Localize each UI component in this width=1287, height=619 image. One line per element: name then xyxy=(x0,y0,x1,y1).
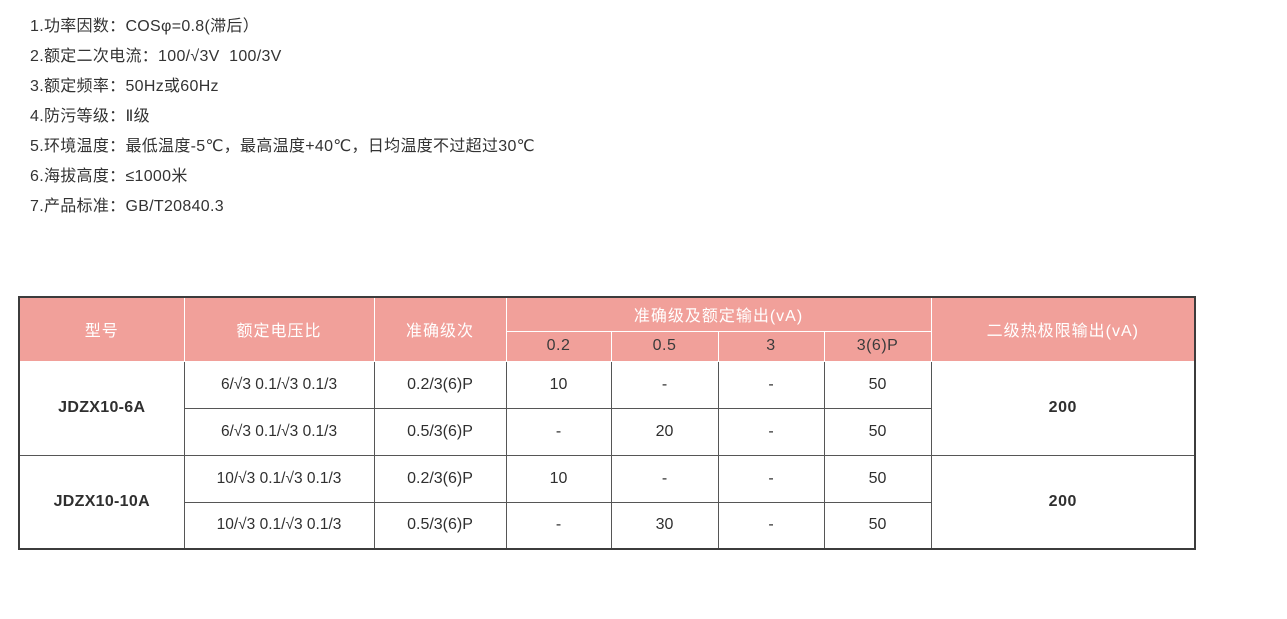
ratio-cell: 6/√3 0.1/√3 0.1/3 xyxy=(183,360,375,409)
output-3-cell: - xyxy=(717,501,825,550)
col-header-voltage-ratio: 额定电压比 xyxy=(183,296,375,362)
output-3-cell: - xyxy=(717,360,825,409)
spec-list: 1.功率因数：COSφ=0.8(滞后） 2.额定二次电流：100/√3V 100… xyxy=(0,0,1287,222)
spec-item-power-factor: 1.功率因数：COSφ=0.8(滞后） xyxy=(30,18,260,35)
accuracy-class-cell: 0.5/3(6)P xyxy=(373,501,507,550)
output-3-6-p-cell: 50 xyxy=(823,360,932,409)
ratings-table: 型号 额定电压比 准确级次 准确级及额定输出(vA) 二级热极限输出(vA) 0… xyxy=(18,296,1197,550)
accuracy-class-cell: 0.5/3(6)P xyxy=(373,407,507,456)
spec-item-secondary-current: 2.额定二次电流：100/√3V 100/3V xyxy=(30,48,282,65)
model-cell: JDZX10-6A xyxy=(18,360,185,456)
ratio-cell: 10/√3 0.1/√3 0.1/3 xyxy=(183,454,375,503)
output-0-2-cell: - xyxy=(505,407,612,456)
table-row: JDZX10-10A 10/√3 0.1/√3 0.1/3 0.2/3(6)P … xyxy=(18,454,1196,550)
output-3-6-p-cell: 50 xyxy=(823,454,932,503)
subcol-header-3-6-p: 3(6)P xyxy=(823,330,932,362)
spec-item-product-standard: 7.产品标准：GB/T20840.3 xyxy=(30,198,224,215)
thermal-limit-cell: 200 xyxy=(930,454,1196,550)
table-header-row-main: 型号 额定电压比 准确级次 准确级及额定输出(vA) 二级热极限输出(vA) xyxy=(18,296,1196,362)
ratio-cell: 10/√3 0.1/√3 0.1/3 xyxy=(183,501,375,550)
output-3-6-p-cell: 50 xyxy=(823,407,932,456)
table-row: 6/√3 0.1/√3 0.1/3 0.5/3(6)P - 20 - 50 xyxy=(19,407,1195,456)
accuracy-class-cell: 0.2/3(6)P xyxy=(373,454,507,503)
spec-item-rated-frequency: 3.额定频率：50Hz或60Hz xyxy=(30,78,219,95)
output-3-6-p-cell: 50 xyxy=(823,501,932,550)
spec-item-pollution-class: 4.防污等级：Ⅱ级 xyxy=(30,108,150,125)
table-header-row-sub: 0.2 0.5 3 3(6)P xyxy=(19,330,1195,362)
subcol-header-3: 3 xyxy=(717,330,825,362)
output-0-2-cell: 10 xyxy=(505,360,612,409)
output-0-2-cell: 10 xyxy=(505,454,612,503)
accuracy-class-cell: 0.2/3(6)P xyxy=(373,360,507,409)
table-row: 10/√3 0.1/√3 0.1/3 0.5/3(6)P - 30 - 50 xyxy=(19,501,1195,550)
col-header-thermal-limit: 二级热极限输出(vA) xyxy=(930,296,1196,362)
output-3-cell: - xyxy=(717,454,825,503)
subcol-header-0-2: 0.2 xyxy=(505,330,612,362)
output-0-5-cell: 30 xyxy=(610,501,719,550)
output-0-2-cell: - xyxy=(505,501,612,550)
model-cell: JDZX10-10A xyxy=(18,454,185,550)
ratio-cell: 6/√3 0.1/√3 0.1/3 xyxy=(183,407,375,456)
output-3-cell: - xyxy=(717,407,825,456)
col-header-accuracy-class: 准确级次 xyxy=(373,296,507,362)
thermal-limit-cell: 200 xyxy=(930,360,1196,456)
col-header-model: 型号 xyxy=(18,296,185,362)
output-0-5-cell: 20 xyxy=(610,407,719,456)
output-0-5-cell: - xyxy=(610,454,719,503)
spec-item-ambient-temperature: 5.环境温度：最低温度-5℃，最高温度+40℃，日均温度不过超过30℃ xyxy=(30,138,535,155)
output-0-5-cell: - xyxy=(610,360,719,409)
col-header-output-group: 准确级及额定输出(vA) xyxy=(505,296,932,332)
subcol-header-0-5: 0.5 xyxy=(610,330,719,362)
spec-item-altitude: 6.海拔高度：≤1000米 xyxy=(30,168,188,185)
table-row: JDZX10-6A 6/√3 0.1/√3 0.1/3 0.2/3(6)P 10… xyxy=(18,360,1196,456)
